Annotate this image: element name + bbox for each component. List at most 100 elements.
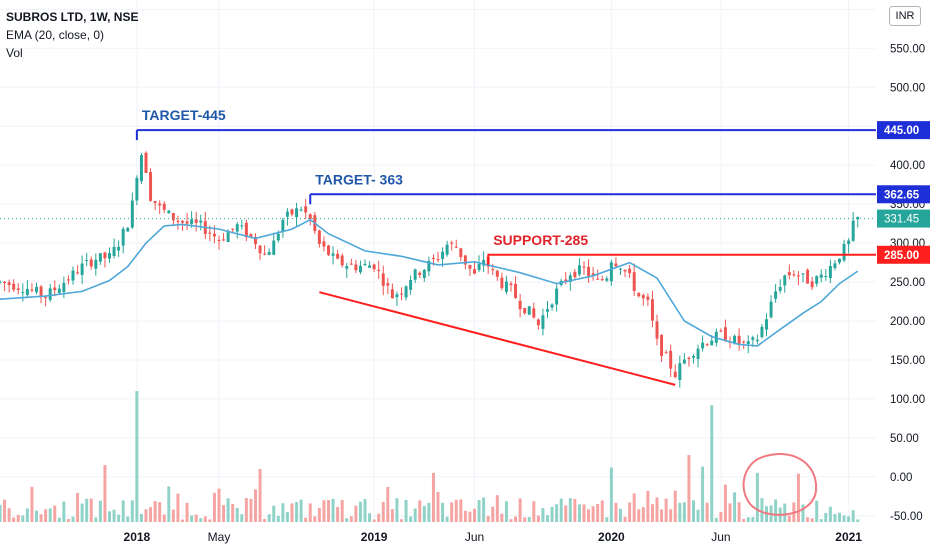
volume-bar — [692, 500, 695, 522]
candle-body — [80, 263, 84, 276]
volume-bar — [281, 503, 285, 522]
volume-bar — [400, 519, 403, 522]
volume-bar — [295, 502, 299, 522]
candle-body — [742, 341, 746, 343]
candle-body — [600, 279, 604, 281]
price-tick-label: -50.00 — [890, 511, 923, 523]
volume-bar — [600, 500, 604, 522]
ema-indicator-label[interactable]: EMA (20, close, 0) — [6, 28, 105, 42]
volume-bar — [48, 508, 52, 522]
volume-bar — [190, 515, 194, 522]
candle-body — [208, 232, 212, 234]
volume-bar — [30, 486, 34, 522]
volume-bar — [276, 515, 280, 522]
volume-bar — [655, 497, 659, 522]
candle-body — [587, 266, 591, 276]
volume-bar — [746, 517, 750, 522]
candle-body — [185, 221, 189, 224]
volume-bar — [404, 499, 408, 522]
volume-bar — [723, 484, 727, 522]
candle-body — [240, 225, 244, 227]
candle-body — [349, 263, 353, 265]
volume-bar — [94, 517, 98, 522]
candle-body — [765, 319, 768, 330]
volume-bar — [687, 454, 691, 522]
candle-body — [162, 203, 166, 210]
candle-body — [372, 264, 376, 270]
volume-bar — [272, 505, 276, 522]
candle-body — [546, 309, 549, 312]
candle-body — [254, 236, 257, 245]
volume-bar — [550, 506, 554, 522]
volume-bar — [258, 469, 262, 522]
candle-body — [331, 253, 335, 256]
volume-bar — [536, 515, 540, 522]
symbol-title[interactable]: SUBROS LTD, 1W, NSE — [6, 10, 139, 24]
volume-bar — [596, 503, 600, 522]
volume-indicator-label[interactable]: Vol — [6, 46, 23, 60]
candle-body — [0, 281, 2, 283]
volume-bar — [632, 493, 636, 522]
volume-bar — [701, 466, 705, 522]
candle-body — [30, 289, 34, 291]
candle-body — [459, 248, 463, 258]
current-price-badge — [877, 209, 930, 228]
candle-body — [660, 334, 664, 356]
volume-bar — [244, 498, 248, 522]
candle-body — [149, 172, 153, 201]
volume-bars — [0, 391, 860, 522]
candle-body — [217, 239, 221, 241]
candle-body — [454, 246, 458, 248]
volume-bar — [112, 509, 116, 522]
time-tick-label: 2019 — [361, 530, 388, 544]
candle-body — [473, 269, 476, 274]
candle-body — [235, 224, 239, 232]
level-label: TARGET-445 — [142, 107, 226, 123]
volume-bar — [714, 517, 718, 522]
candle-body — [144, 152, 148, 174]
candle-body — [828, 265, 832, 279]
volume-bar — [267, 514, 271, 522]
candle-body — [121, 228, 125, 246]
candle-body — [527, 306, 531, 315]
candle-body — [577, 265, 581, 275]
candle-body — [7, 282, 11, 286]
volume-bar — [441, 502, 445, 522]
volume-bar — [568, 498, 572, 522]
candle-body — [190, 219, 194, 224]
volume-bar — [85, 498, 89, 522]
volume-bar — [815, 500, 819, 522]
volume-bar — [62, 501, 66, 522]
price-tick-label: 550.00 — [890, 43, 925, 55]
candles — [0, 151, 860, 388]
candle-body — [244, 222, 248, 238]
candle-body — [112, 246, 116, 256]
volume-bar — [810, 518, 814, 522]
volume-bar — [358, 501, 362, 522]
candle-body — [71, 270, 75, 281]
candle-body — [354, 264, 358, 271]
volume-bar — [737, 502, 741, 522]
volume-bar — [422, 505, 426, 522]
time-tick-label: 2021 — [835, 530, 862, 544]
candle-body — [126, 227, 130, 232]
candle-body — [463, 255, 467, 265]
volume-bar — [664, 498, 668, 522]
candle-body — [573, 271, 577, 278]
volume-bar — [299, 499, 303, 522]
volume-bar — [144, 509, 148, 522]
volume-bar — [44, 509, 48, 522]
volume-bar — [427, 502, 431, 522]
currency-badge[interactable]: INR — [889, 6, 921, 26]
candle-body — [130, 200, 134, 228]
candle-body — [25, 288, 29, 296]
candle-body — [801, 273, 805, 275]
level-label: SUPPORT-285 — [493, 232, 588, 248]
volume-bar — [12, 517, 16, 522]
candle-body — [336, 253, 340, 259]
candle-body — [669, 350, 673, 369]
volume-bar — [39, 514, 43, 522]
level-price-badge — [877, 245, 930, 264]
candle-body — [57, 288, 61, 293]
